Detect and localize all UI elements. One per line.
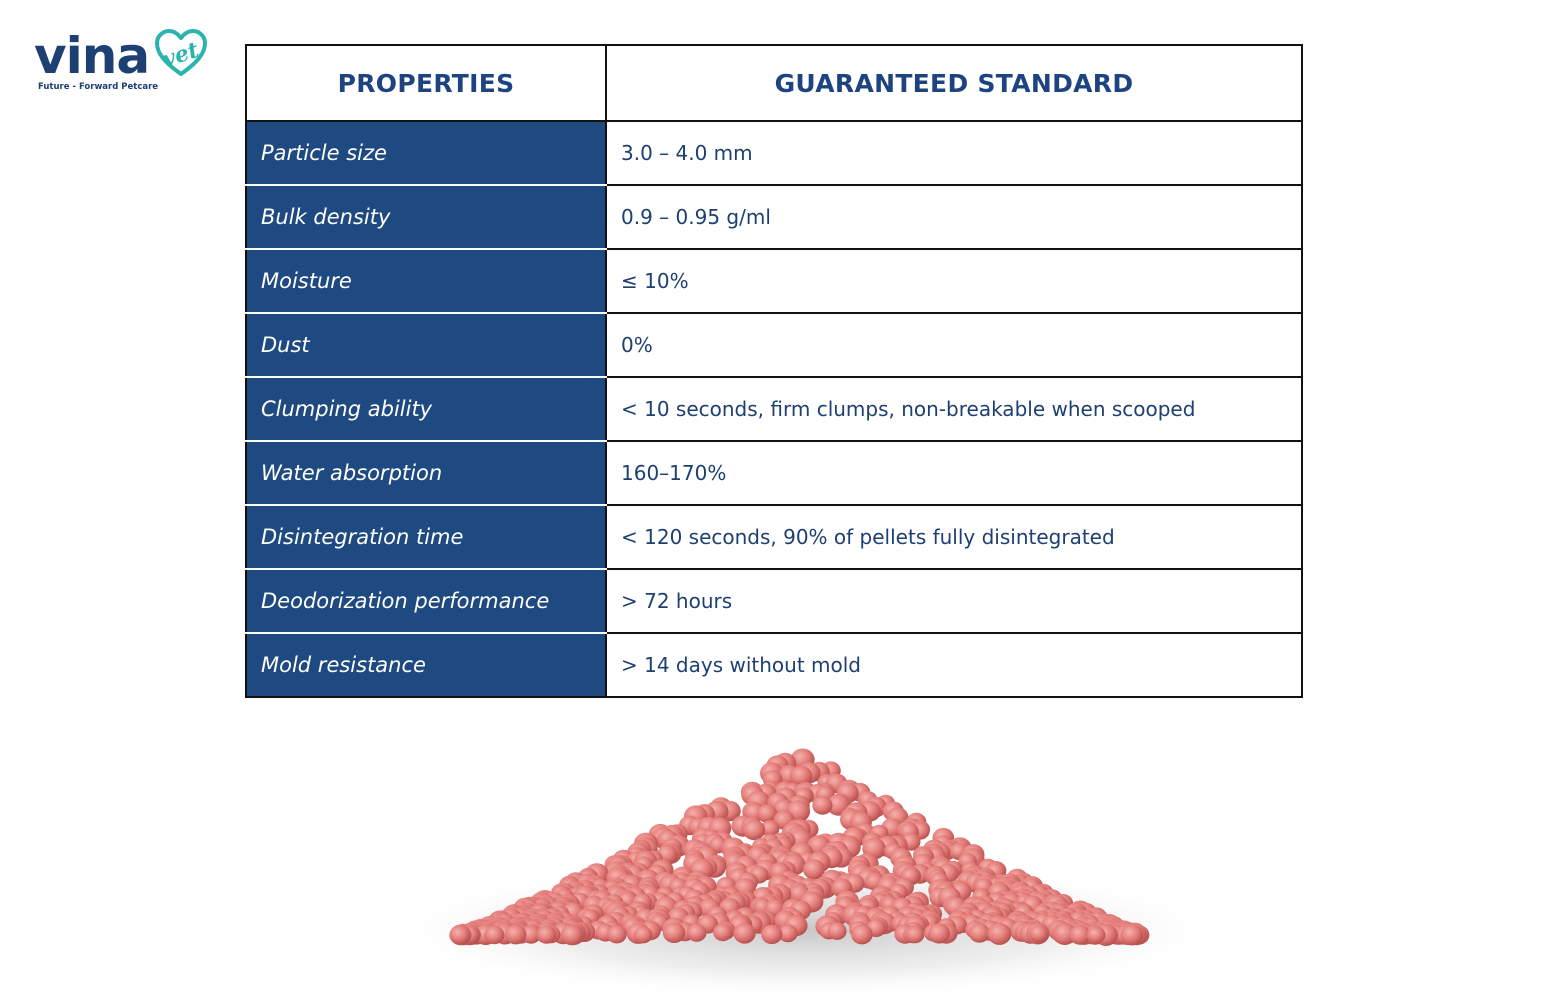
- property-cell: Disintegration time: [245, 504, 607, 570]
- property-cell: Deodorization performance: [245, 568, 607, 634]
- standard-cell: < 10 seconds, firm clumps, non-breakable…: [605, 376, 1303, 442]
- brand-logo: vina vet Future - Forward Petcare: [34, 26, 214, 96]
- pellet: [928, 923, 950, 944]
- table-row: Water absorption 160–170%: [245, 440, 1303, 506]
- standard-cell: 3.0 – 4.0 mm: [605, 120, 1303, 186]
- logo-tagline: Future - Forward Petcare: [38, 82, 159, 92]
- table-row: Deodorization performance > 72 hours: [245, 568, 1303, 634]
- pellet: [662, 922, 686, 943]
- table-row: Clumping ability < 10 seconds, firm clum…: [245, 376, 1303, 442]
- table-row: Mold resistance > 14 days without mold: [245, 632, 1303, 698]
- pellet: [789, 765, 813, 787]
- pellet: [1069, 925, 1091, 945]
- pellet: [713, 923, 733, 942]
- pellet: [449, 925, 471, 945]
- standard-cell: 160–170%: [605, 440, 1303, 506]
- pellet: [757, 804, 777, 823]
- pellet: [987, 922, 1012, 945]
- heart-icon: [155, 29, 207, 76]
- property-cell: Moisture: [245, 248, 607, 314]
- property-cell: Water absorption: [245, 440, 607, 506]
- pellet: [1120, 924, 1144, 946]
- table-row: Dust 0%: [245, 312, 1303, 378]
- table-row: Particle size 3.0 – 4.0 mm: [245, 120, 1303, 186]
- property-cell: Bulk density: [245, 184, 607, 250]
- table-row: Moisture ≤ 10%: [245, 248, 1303, 314]
- pellet: [521, 925, 541, 944]
- table-row: Bulk density 0.9 – 0.95 g/ml: [245, 184, 1303, 250]
- header-guaranteed-standard: GUARANTEED STANDARD: [605, 44, 1303, 122]
- table-header-row: PROPERTIES GUARANTEED STANDARD: [245, 44, 1303, 122]
- pellet: [905, 926, 925, 944]
- pellet: [851, 924, 873, 945]
- pellet: [536, 925, 557, 944]
- pellet: [743, 819, 766, 841]
- litter-pellet-pile-image: [385, 748, 1235, 1000]
- pellet: [606, 925, 627, 944]
- property-cell: Clumping ability: [245, 376, 607, 442]
- standard-cell: > 72 hours: [605, 568, 1303, 634]
- pellet: [484, 925, 505, 945]
- pellet: [778, 924, 798, 943]
- specification-table: PROPERTIES GUARANTEED STANDARD Particle …: [245, 44, 1303, 698]
- pellet: [760, 820, 780, 838]
- table-row: Disintegration time < 120 seconds, 90% o…: [245, 504, 1303, 570]
- property-cell: Particle size: [245, 120, 607, 186]
- pellet: [968, 923, 991, 943]
- header-properties: PROPERTIES: [245, 44, 607, 122]
- pellet: [633, 926, 653, 944]
- standard-cell: 0%: [605, 312, 1303, 378]
- pellet: [686, 923, 707, 942]
- pellet: [803, 859, 825, 880]
- standard-cell: > 14 days without mold: [605, 632, 1303, 698]
- property-cell: Mold resistance: [245, 632, 607, 698]
- pellet: [733, 923, 756, 944]
- property-cell: Dust: [245, 312, 607, 378]
- logo-wordmark: vina: [34, 27, 150, 85]
- pellet: [812, 796, 833, 815]
- pellet: [1086, 926, 1106, 944]
- pellet: [504, 924, 527, 945]
- standard-cell: ≤ 10%: [605, 248, 1303, 314]
- pellet: [761, 924, 783, 945]
- pellets-group: [449, 748, 1150, 946]
- pellet: [560, 924, 584, 946]
- pellet: [827, 922, 847, 940]
- pellet: [1029, 925, 1048, 943]
- standard-cell: < 120 seconds, 90% of pellets fully disi…: [605, 504, 1303, 570]
- standard-cell: 0.9 – 0.95 g/ml: [605, 184, 1303, 250]
